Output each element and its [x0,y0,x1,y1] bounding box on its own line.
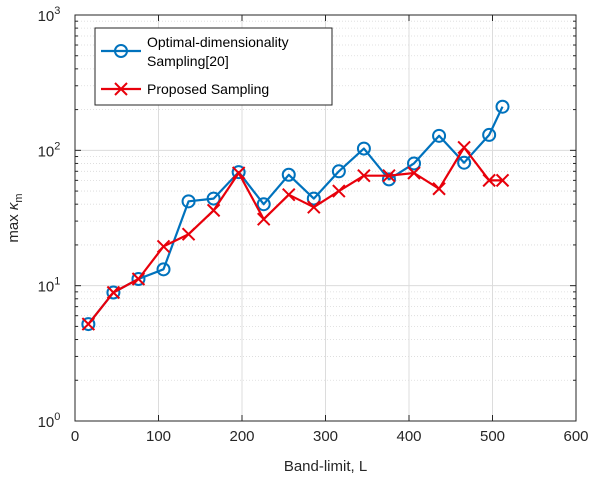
data-point-x [257,212,271,226]
data-point-circle [81,317,96,332]
data-point-circle [356,141,371,156]
data-point-x [495,173,510,188]
data-point-circle [432,128,447,143]
legend-swatch-marker-proposed [114,82,128,96]
data-point-circle [495,99,510,114]
y-tick-label-base: 10 [38,279,55,296]
legend-label-optimal-line-1: Optimal-dimensionality [147,34,289,50]
y-tick-label-base: 10 [38,414,55,431]
x-tick-label: 500 [480,428,505,445]
axis-ticks [74,14,577,422]
y-axis-label: max κm [5,193,25,242]
y-tick-label: 102 [38,140,61,160]
y-tick-label-exponent: 2 [54,140,60,152]
series-1 [81,140,510,331]
data-point-x [432,182,446,196]
series-layer [81,99,510,332]
data-point-x [307,200,321,214]
data-point-x [407,166,421,180]
data-point-circle [206,191,221,206]
y-tick-label-exponent: 1 [54,276,60,288]
data-point-x [482,173,496,188]
legend-label-proposed: Proposed Sampling [147,81,269,97]
data-point-circle [181,194,196,209]
x-tick-label: 400 [396,428,421,445]
y-tick-label-base: 10 [38,8,55,25]
data-point-circle [156,262,171,277]
x-tick-label: 100 [146,428,171,445]
data-point-x [131,272,146,286]
data-point-circle [231,165,246,180]
x-tick-label: 300 [313,428,338,445]
data-point-x [81,317,96,331]
data-point-x [357,168,371,183]
data-point-circle [407,156,422,171]
data-point-x [231,166,246,180]
data-point-x [156,239,171,254]
data-point-x [332,184,346,198]
y-tick-label-base: 10 [38,143,55,160]
data-point-circle [131,272,146,287]
y-tick-label-exponent: 3 [54,5,60,17]
series-0 [81,99,510,332]
data-point-circle [331,164,346,179]
y-axis-label-symbol: κ [5,201,22,210]
data-point-x [457,140,471,155]
data-point-circle [381,172,396,187]
data-point-circle [256,197,271,212]
data-point-circle [457,155,472,170]
data-point-x [106,285,121,300]
y-tick-label-exponent: 0 [54,411,60,423]
legend-box [94,27,333,106]
data-point-circle [482,127,497,142]
data-point-x [282,188,296,202]
legend-label-optimal-line-2: Sampling[20] [147,53,229,69]
x-tick-label: 0 [71,428,79,445]
legend: Optimal-dimensionality Sampling[20] Prop… [94,27,333,106]
data-point-x [382,168,396,183]
data-point-circle [106,285,121,300]
y-tick-label: 101 [38,276,61,296]
y-axis-label-prefix: max [5,210,22,243]
x-axis-label: Band-limit, L [284,458,367,475]
y-tick-label: 100 [38,411,61,431]
data-point-x [181,227,196,241]
data-point-circle [306,191,321,206]
y-tick-label: 103 [38,5,61,25]
x-tick-label: 200 [229,428,254,445]
y-axis-label-subscript: m [13,193,25,202]
legend-swatch-marker-optimal [114,44,128,58]
x-tick-label: 600 [563,428,588,445]
data-point-circle [281,167,296,182]
data-point-x [206,203,221,218]
x-tick-labels: 0 100 200 300 400 500 600 [71,428,589,445]
